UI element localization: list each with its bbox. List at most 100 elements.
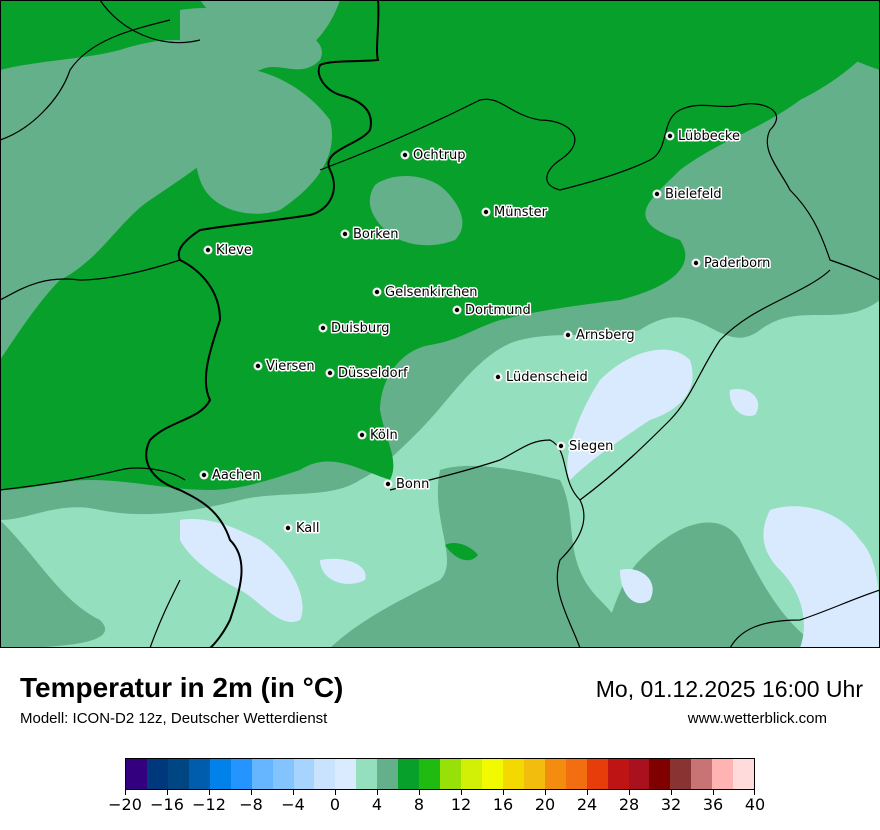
city-label: Bielefeld <box>665 187 722 202</box>
legend-swatch <box>461 759 482 789</box>
city-label: Gelsenkirchen <box>385 285 478 300</box>
city-label: Düsseldorf <box>338 366 408 381</box>
city-label: Dortmund <box>465 303 531 318</box>
city-marker: Ochtrup <box>400 147 467 165</box>
city-label: Borken <box>353 227 399 242</box>
city-label: Köln <box>370 428 398 443</box>
city-label: Siegen <box>569 439 613 454</box>
city-marker: Aachen <box>199 467 262 485</box>
tick-mark <box>293 789 294 795</box>
city-label: Arnsberg <box>576 328 635 343</box>
legend-swatch <box>670 759 692 789</box>
city-marker: Kleve <box>203 242 253 260</box>
color-legend <box>125 758 755 790</box>
tick-label: −8 <box>239 795 263 814</box>
legend-swatch <box>649 759 671 789</box>
tick-label: −20 <box>108 795 142 814</box>
tick-mark <box>545 789 546 795</box>
city-label: Kall <box>296 521 320 536</box>
tick-label: 40 <box>744 795 766 814</box>
tick-mark <box>629 789 630 795</box>
tick-label: −16 <box>150 795 184 814</box>
tick-mark <box>335 789 336 795</box>
temp-zone-6-8 <box>0 0 880 490</box>
legend-swatch <box>440 759 461 789</box>
legend-swatch <box>398 759 420 789</box>
tick-label: 4 <box>371 795 383 814</box>
tick-mark <box>167 789 168 795</box>
city-label: Bonn <box>396 477 429 492</box>
tick-label: 24 <box>576 795 598 814</box>
legend-swatch <box>314 759 336 789</box>
tick-mark <box>587 789 588 795</box>
city-marker: Duisburg <box>318 320 391 338</box>
model-info: Modell: ICON-D2 12z, Deutscher Wetterdie… <box>20 710 328 727</box>
city-label: Lübbecke <box>678 129 740 144</box>
tick-label: 0 <box>329 795 341 814</box>
city-marker: Lüdenscheid <box>493 369 589 387</box>
tick-mark <box>713 789 714 795</box>
legend-swatch <box>733 759 755 789</box>
city-markers: Ochtrup Lübbecke Bielefeld Münster Borken Kle… <box>199 128 772 538</box>
tick-label: 8 <box>413 795 425 814</box>
tick-mark <box>671 789 672 795</box>
city-marker: Siegen <box>556 438 615 456</box>
forecast-datetime: Mo, 01.12.2025 16:00 Uhr <box>595 676 863 702</box>
tick-label: −12 <box>192 795 226 814</box>
city-label: Lüdenscheid <box>506 370 588 385</box>
tick-mark <box>503 789 504 795</box>
city-marker: Kall <box>283 520 321 538</box>
city-marker: Köln <box>357 427 399 445</box>
legend-swatch <box>502 759 524 789</box>
city-marker: Gelsenkirchen <box>372 284 479 302</box>
city-label: Paderborn <box>704 256 770 271</box>
tick-label: 16 <box>492 795 514 814</box>
legend-swatch <box>565 759 587 789</box>
legend-swatch <box>209 759 231 789</box>
legend-swatch <box>251 759 273 789</box>
city-marker: Düsseldorf <box>325 365 409 383</box>
legend-swatch <box>586 759 608 789</box>
city-marker: Bielefeld <box>652 186 723 204</box>
page-title: Temperatur in 2m (in °C) <box>20 672 344 703</box>
legend-swatch <box>293 759 315 789</box>
city-label: Münster <box>494 205 548 220</box>
tick-mark <box>461 789 462 795</box>
legend-swatch <box>523 759 545 789</box>
city-label: Kleve <box>216 243 252 258</box>
legend-swatch <box>628 759 650 789</box>
city-label: Viersen <box>266 359 315 374</box>
legend-swatch <box>356 759 378 789</box>
city-marker: Borken <box>340 226 400 244</box>
city-marker: Dortmund <box>452 302 532 320</box>
tick-label: 20 <box>534 795 556 814</box>
legend-swatch <box>712 759 734 789</box>
tick-mark <box>125 789 126 795</box>
legend-swatch <box>691 759 713 789</box>
city-marker: Münster <box>481 204 549 222</box>
legend-swatch <box>146 759 168 789</box>
legend-swatch <box>167 759 189 789</box>
legend-swatch <box>607 759 629 789</box>
map-canvas: Ochtrup Lübbecke Bielefeld Münster Borken Kle… <box>0 0 880 648</box>
legend-swatch <box>419 759 441 789</box>
city-marker: Paderborn <box>691 255 772 273</box>
tick-label: 36 <box>702 795 724 814</box>
tick-label: −4 <box>281 795 305 814</box>
temp-zone-0-2 <box>567 349 693 480</box>
legend-swatch <box>377 759 399 789</box>
tick-mark <box>251 789 252 795</box>
source-link[interactable]: www.wetterblick.com <box>687 710 827 727</box>
tick-label: 32 <box>660 795 682 814</box>
temperature-map[interactable]: Ochtrup Lübbecke Bielefeld Münster Borken Kle… <box>0 0 880 648</box>
legend-swatch <box>272 759 294 789</box>
tick-mark <box>377 789 378 795</box>
tick-mark <box>754 789 755 795</box>
legend-ticks: −20 −16 −12 −8 −4 0 4 8 12 16 20 24 28 32 36 40 <box>108 789 765 819</box>
city-label: Duisburg <box>331 321 390 336</box>
city-marker: Arnsberg <box>563 327 636 345</box>
legend-swatch <box>481 759 503 789</box>
legend-swatch <box>230 759 252 789</box>
city-label: Ochtrup <box>413 148 466 163</box>
city-label: Aachen <box>212 468 260 483</box>
